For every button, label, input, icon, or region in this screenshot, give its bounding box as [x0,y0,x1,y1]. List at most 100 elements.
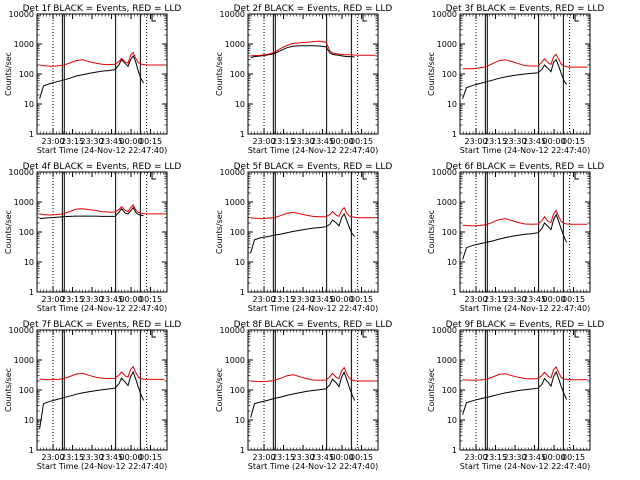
x-tick-label: 23:45 [311,137,334,146]
y-tick-label: 1 [452,130,457,139]
y-tick-label: 10 [447,100,457,109]
series-line-lld [250,40,376,57]
x-tick-label: 00:00 [119,295,142,304]
x-axis-label: Start Time (24-Nov-12 22:47:40) [37,146,167,155]
y-tick-label: 10000 [432,10,457,19]
y-tick-label: 100 [19,228,34,237]
x-tick-label: 23:00 [252,453,275,462]
y-tick-label: 10000 [9,326,34,335]
y-axis-label: Counts/sec [215,210,224,254]
x-tick-label: 23:30 [291,137,314,146]
x-tick-label: 23:30 [503,453,526,462]
x-tick-label: 23:15 [61,137,84,146]
plot-frame [247,13,379,135]
x-tick-label: 00:15 [139,295,162,304]
y-tick-label: 1 [240,288,245,297]
panel-title: Det 2f BLACK = Events, RED = LLD [234,4,393,14]
series-line-lld [250,206,376,220]
y-tick-label: 10000 [220,168,245,177]
chart-panel-8: Det 8f BLACK = Events, RED = LLD 1 10 100 10… [215,320,392,471]
series-line-lld [39,51,165,67]
panel-title: Det 9f BLACK = Events, RED = LLD [446,320,605,330]
x-tick-label: 00:15 [350,137,373,146]
x-tick-label: 23:15 [272,137,295,146]
panel-title: Det 6f BLACK = Events, RED = LLD [446,162,605,172]
y-tick-label: 1 [29,446,34,455]
y-tick-label: 1000 [14,198,34,207]
panel-title: Det 3f BLACK = Events, RED = LLD [446,4,605,14]
x-tick-label: 00:00 [330,453,353,462]
x-tick-label: 23:45 [311,295,334,304]
series-line-events [250,212,355,254]
x-tick-label: 00:15 [562,295,585,304]
x-tick-label: 23:15 [61,453,84,462]
y-tick-label: 10 [24,100,34,109]
x-tick-label: 23:00 [41,137,64,146]
series-line-events [39,206,144,220]
y-tick-label: 1 [29,288,34,297]
x-tick-label: 23:30 [291,295,314,304]
x-tick-label: 00:00 [330,137,353,146]
y-tick-label: 10 [447,416,457,425]
y-tick-label: 10 [24,416,34,425]
x-axis-label: Start Time (24-Nov-12 22:47:40) [460,146,590,155]
x-tick-label: 23:30 [291,453,314,462]
x-tick-label: 23:15 [272,295,295,304]
chart-panel-5: Det 5f BLACK = Events, RED = LLD 1 10 100 10… [215,162,392,313]
plot-frame [247,171,379,293]
x-axis-label: Start Time (24-Nov-12 22:47:40) [248,304,378,313]
y-tick-label: 10000 [9,168,34,177]
series-line-events [39,370,145,430]
series-line-events [250,371,356,418]
y-tick-label: 10000 [220,10,245,19]
y-tick-label: 10000 [432,168,457,177]
x-tick-label: 00:15 [139,137,162,146]
x-tick-label: 23:00 [41,453,64,462]
y-tick-label: 1000 [225,198,245,207]
x-tick-label: 23:00 [464,453,487,462]
x-tick-label: 23:30 [80,453,103,462]
x-tick-label: 23:15 [61,295,84,304]
y-tick-label: 1 [29,130,34,139]
y-axis-label: Counts/sec [427,210,436,254]
corner-marker [574,330,579,338]
y-tick-label: 100 [442,386,457,395]
x-tick-label: 00:15 [562,453,585,462]
x-tick-label: 00:15 [350,295,373,304]
y-tick-label: 100 [19,70,34,79]
x-axis-label: Start Time (24-Nov-12 22:47:40) [248,462,378,471]
x-tick-label: 00:00 [330,295,353,304]
x-tick-label: 00:00 [119,137,142,146]
x-axis-label: Start Time (24-Nov-12 22:47:40) [37,304,167,313]
y-axis-label: Counts/sec [4,52,13,96]
y-tick-label: 100 [230,70,245,79]
y-tick-label: 10000 [220,326,245,335]
y-tick-label: 10000 [432,326,457,335]
panel-title: Det 1f BLACK = Events, RED = LLD [23,4,182,14]
x-tick-label: 00:00 [119,453,142,462]
series-line-lld [39,365,165,381]
x-tick-label: 23:30 [503,137,526,146]
chart-panel-6: Det 6f BLACK = Events, RED = LLD 1 10 100 10… [427,162,604,313]
series-line-events [462,58,568,99]
chart-panel-1: Det 1f BLACK = Events, RED = LLD 1 10 100 10… [4,4,181,155]
y-tick-label: 100 [442,228,457,237]
x-tick-label: 00:00 [542,453,565,462]
corner-marker [362,172,367,180]
y-tick-label: 1 [240,446,245,455]
corner-marker [151,172,156,180]
x-tick-label: 23:45 [311,453,334,462]
panel-title: Det 8f BLACK = Events, RED = LLD [234,320,393,330]
series-line-lld [462,365,588,381]
y-tick-label: 10 [235,258,245,267]
x-tick-label: 23:15 [484,295,507,304]
x-tick-label: 23:15 [484,453,507,462]
y-axis-label: Counts/sec [4,368,13,412]
y-tick-label: 1 [452,288,457,297]
x-tick-label: 23:00 [252,137,275,146]
y-tick-label: 10 [235,100,245,109]
panel-title: Det 4f BLACK = Events, RED = LLD [23,162,182,172]
x-tick-label: 23:30 [80,295,103,304]
y-tick-label: 1000 [14,40,34,49]
